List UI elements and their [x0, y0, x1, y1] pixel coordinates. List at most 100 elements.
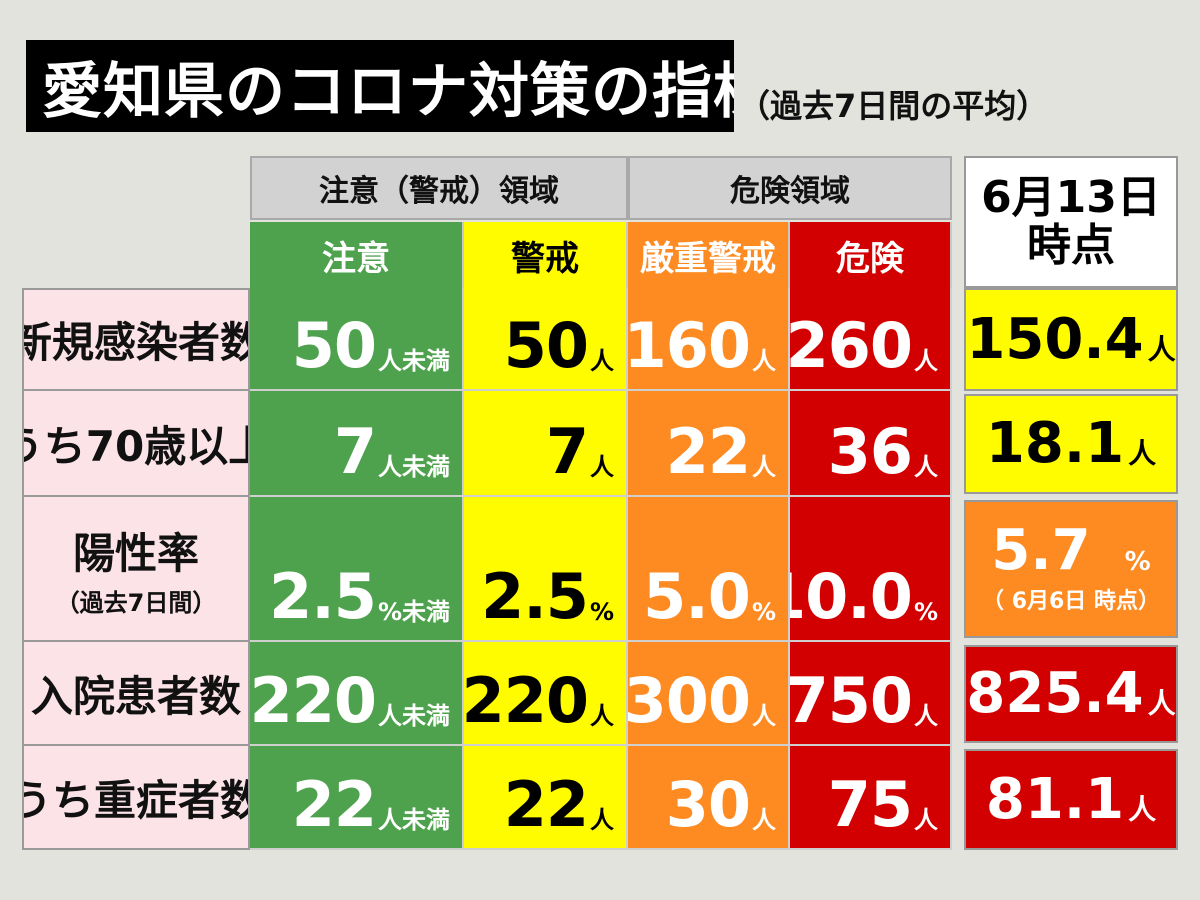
threshold-unit: 人 [914, 453, 938, 481]
row-sublabel-text: （過去7日間） [55, 588, 217, 617]
row-label-text: うち重症者数 [22, 775, 250, 825]
threshold-value: 22 [291, 768, 377, 841]
row-label: 陽性率 （過去7日間） [22, 497, 250, 642]
threshold-unit: % [913, 598, 938, 626]
date-header: 6月13日 時点 [964, 156, 1178, 288]
current-value-cell: 825.4 人 [964, 645, 1178, 743]
date-header-date: 6月13日 [981, 172, 1161, 224]
threshold-cell-chui: 7 人未満 [250, 391, 464, 497]
threshold-cell-kiken: 75 人 [790, 746, 952, 850]
current-value-cell: 81.1 人 [964, 749, 1178, 850]
threshold-unit: 人 [914, 806, 938, 834]
threshold-cell-chui: 220 人未満 [250, 642, 464, 746]
threshold-value: 5.0 [643, 560, 751, 633]
current-value-cell: 18.1 人 [964, 394, 1178, 494]
current-value-line: 825.4 人 [966, 666, 1175, 722]
threshold-value: 22 [665, 415, 751, 488]
threshold-cell-chui: 22 人未満 [250, 746, 464, 850]
threshold-unit: 人 [914, 347, 938, 375]
threshold-cell-keikai: 22 人 [464, 746, 628, 850]
level-header-keikai: 警戒 [464, 222, 628, 288]
current-value-line: 5.7% [991, 523, 1150, 579]
threshold-value: 50 [291, 309, 377, 382]
threshold-cell-genju: 5.0% [628, 497, 790, 642]
group-header-caution: 注意（警戒）領域 [250, 156, 628, 220]
row-label-text: 陽性率 [72, 528, 199, 578]
threshold-value: 50 [503, 309, 589, 382]
current-value: 825.4 [966, 661, 1144, 726]
threshold-unit: % [589, 598, 614, 626]
current-value-line: 18.1 人 [986, 416, 1156, 472]
current-unit: 人 [1128, 792, 1157, 826]
page-title: 愛知県のコロナ対策の指標 [26, 40, 734, 132]
threshold-value: 30 [665, 768, 751, 841]
current-value-note: （ 6月6日 時点） [982, 589, 1160, 614]
threshold-cell-genju: 22 人 [628, 391, 790, 497]
row-label-text: うち70歳以上 [24, 421, 248, 471]
threshold-unit: 人 [590, 453, 614, 481]
threshold-value: 750 [790, 664, 913, 737]
current-value-cell: 150.4 人 [964, 288, 1178, 391]
threshold-unit: 人 [590, 347, 614, 375]
current-value: 18.1 [985, 411, 1125, 476]
row-label-text: 新規感染者数 [22, 318, 250, 367]
current-value-cell: 5.7% （ 6月6日 時点） [964, 500, 1178, 638]
threshold-cell-keikai: 220 人 [464, 642, 628, 746]
threshold-value: 7 [333, 415, 377, 488]
threshold-cell-chui: 2.5 %未満 [250, 497, 464, 642]
threshold-unit: 人未満 [378, 347, 450, 375]
threshold-cell-kiken: 260 人 [790, 288, 952, 391]
threshold-cell-genju: 160 人 [628, 288, 790, 391]
current-value-line: 150.4 人 [966, 306, 1176, 372]
current-unit: 人 [1128, 437, 1157, 470]
threshold-unit: 人 [752, 702, 776, 730]
threshold-unit: %未満 [377, 598, 450, 626]
current-value: 5.7 [991, 518, 1091, 583]
row-label: うち70歳以上 [22, 391, 250, 497]
current-unit: % [1124, 547, 1151, 577]
level-header-kiken: 危険 [790, 222, 952, 288]
date-header-suffix: 時点 [1027, 220, 1115, 271]
threshold-value: 75 [827, 768, 913, 841]
threshold-unit: 人 [590, 806, 614, 834]
threshold-unit: 人 [914, 702, 938, 730]
page-subtitle: （過去7日間の平均） [738, 87, 1049, 125]
threshold-cell-kiken: 10.0% [790, 497, 952, 642]
level-header-chui: 注意 [250, 222, 464, 288]
threshold-value: 220 [464, 664, 589, 737]
threshold-value: 36 [827, 415, 913, 488]
current-value: 150.4 [966, 306, 1144, 372]
threshold-cell-chui: 50 人未満 [250, 288, 464, 391]
threshold-unit: 人 [590, 702, 614, 730]
threshold-cell-kiken: 36 人 [790, 391, 952, 497]
threshold-unit: 人 [752, 347, 776, 375]
threshold-value: 22 [503, 768, 589, 841]
group-header-danger: 危険領域 [628, 156, 952, 220]
threshold-value: 7 [545, 415, 589, 488]
current-value: 81.1 [985, 766, 1125, 832]
level-header-genju: 厳重警戒 [628, 222, 790, 288]
threshold-value: 10.0 [790, 560, 913, 633]
row-label: 新規感染者数 [22, 288, 250, 391]
row-label: うち重症者数 [22, 746, 250, 850]
current-value-line: 81.1 人 [985, 766, 1157, 832]
threshold-cell-kiken: 750 人 [790, 642, 952, 746]
threshold-unit: % [751, 598, 776, 626]
current-unit: 人 [1147, 332, 1176, 366]
threshold-value: 2.5 [269, 560, 377, 633]
threshold-value: 300 [628, 664, 751, 737]
threshold-unit: 人 [752, 806, 776, 834]
threshold-cell-keikai: 2.5% [464, 497, 628, 642]
threshold-value: 260 [790, 309, 913, 382]
current-unit: 人 [1147, 687, 1176, 720]
threshold-unit: 人未満 [378, 702, 450, 730]
threshold-unit: 人未満 [378, 806, 450, 834]
row-label: 入院患者数 [22, 642, 250, 746]
threshold-cell-genju: 300 人 [628, 642, 790, 746]
threshold-value: 2.5 [481, 560, 589, 633]
threshold-cell-genju: 30 人 [628, 746, 790, 850]
threshold-cell-keikai: 50 人 [464, 288, 628, 391]
threshold-value: 220 [250, 664, 377, 737]
row-label-text: 入院患者数 [30, 671, 241, 721]
